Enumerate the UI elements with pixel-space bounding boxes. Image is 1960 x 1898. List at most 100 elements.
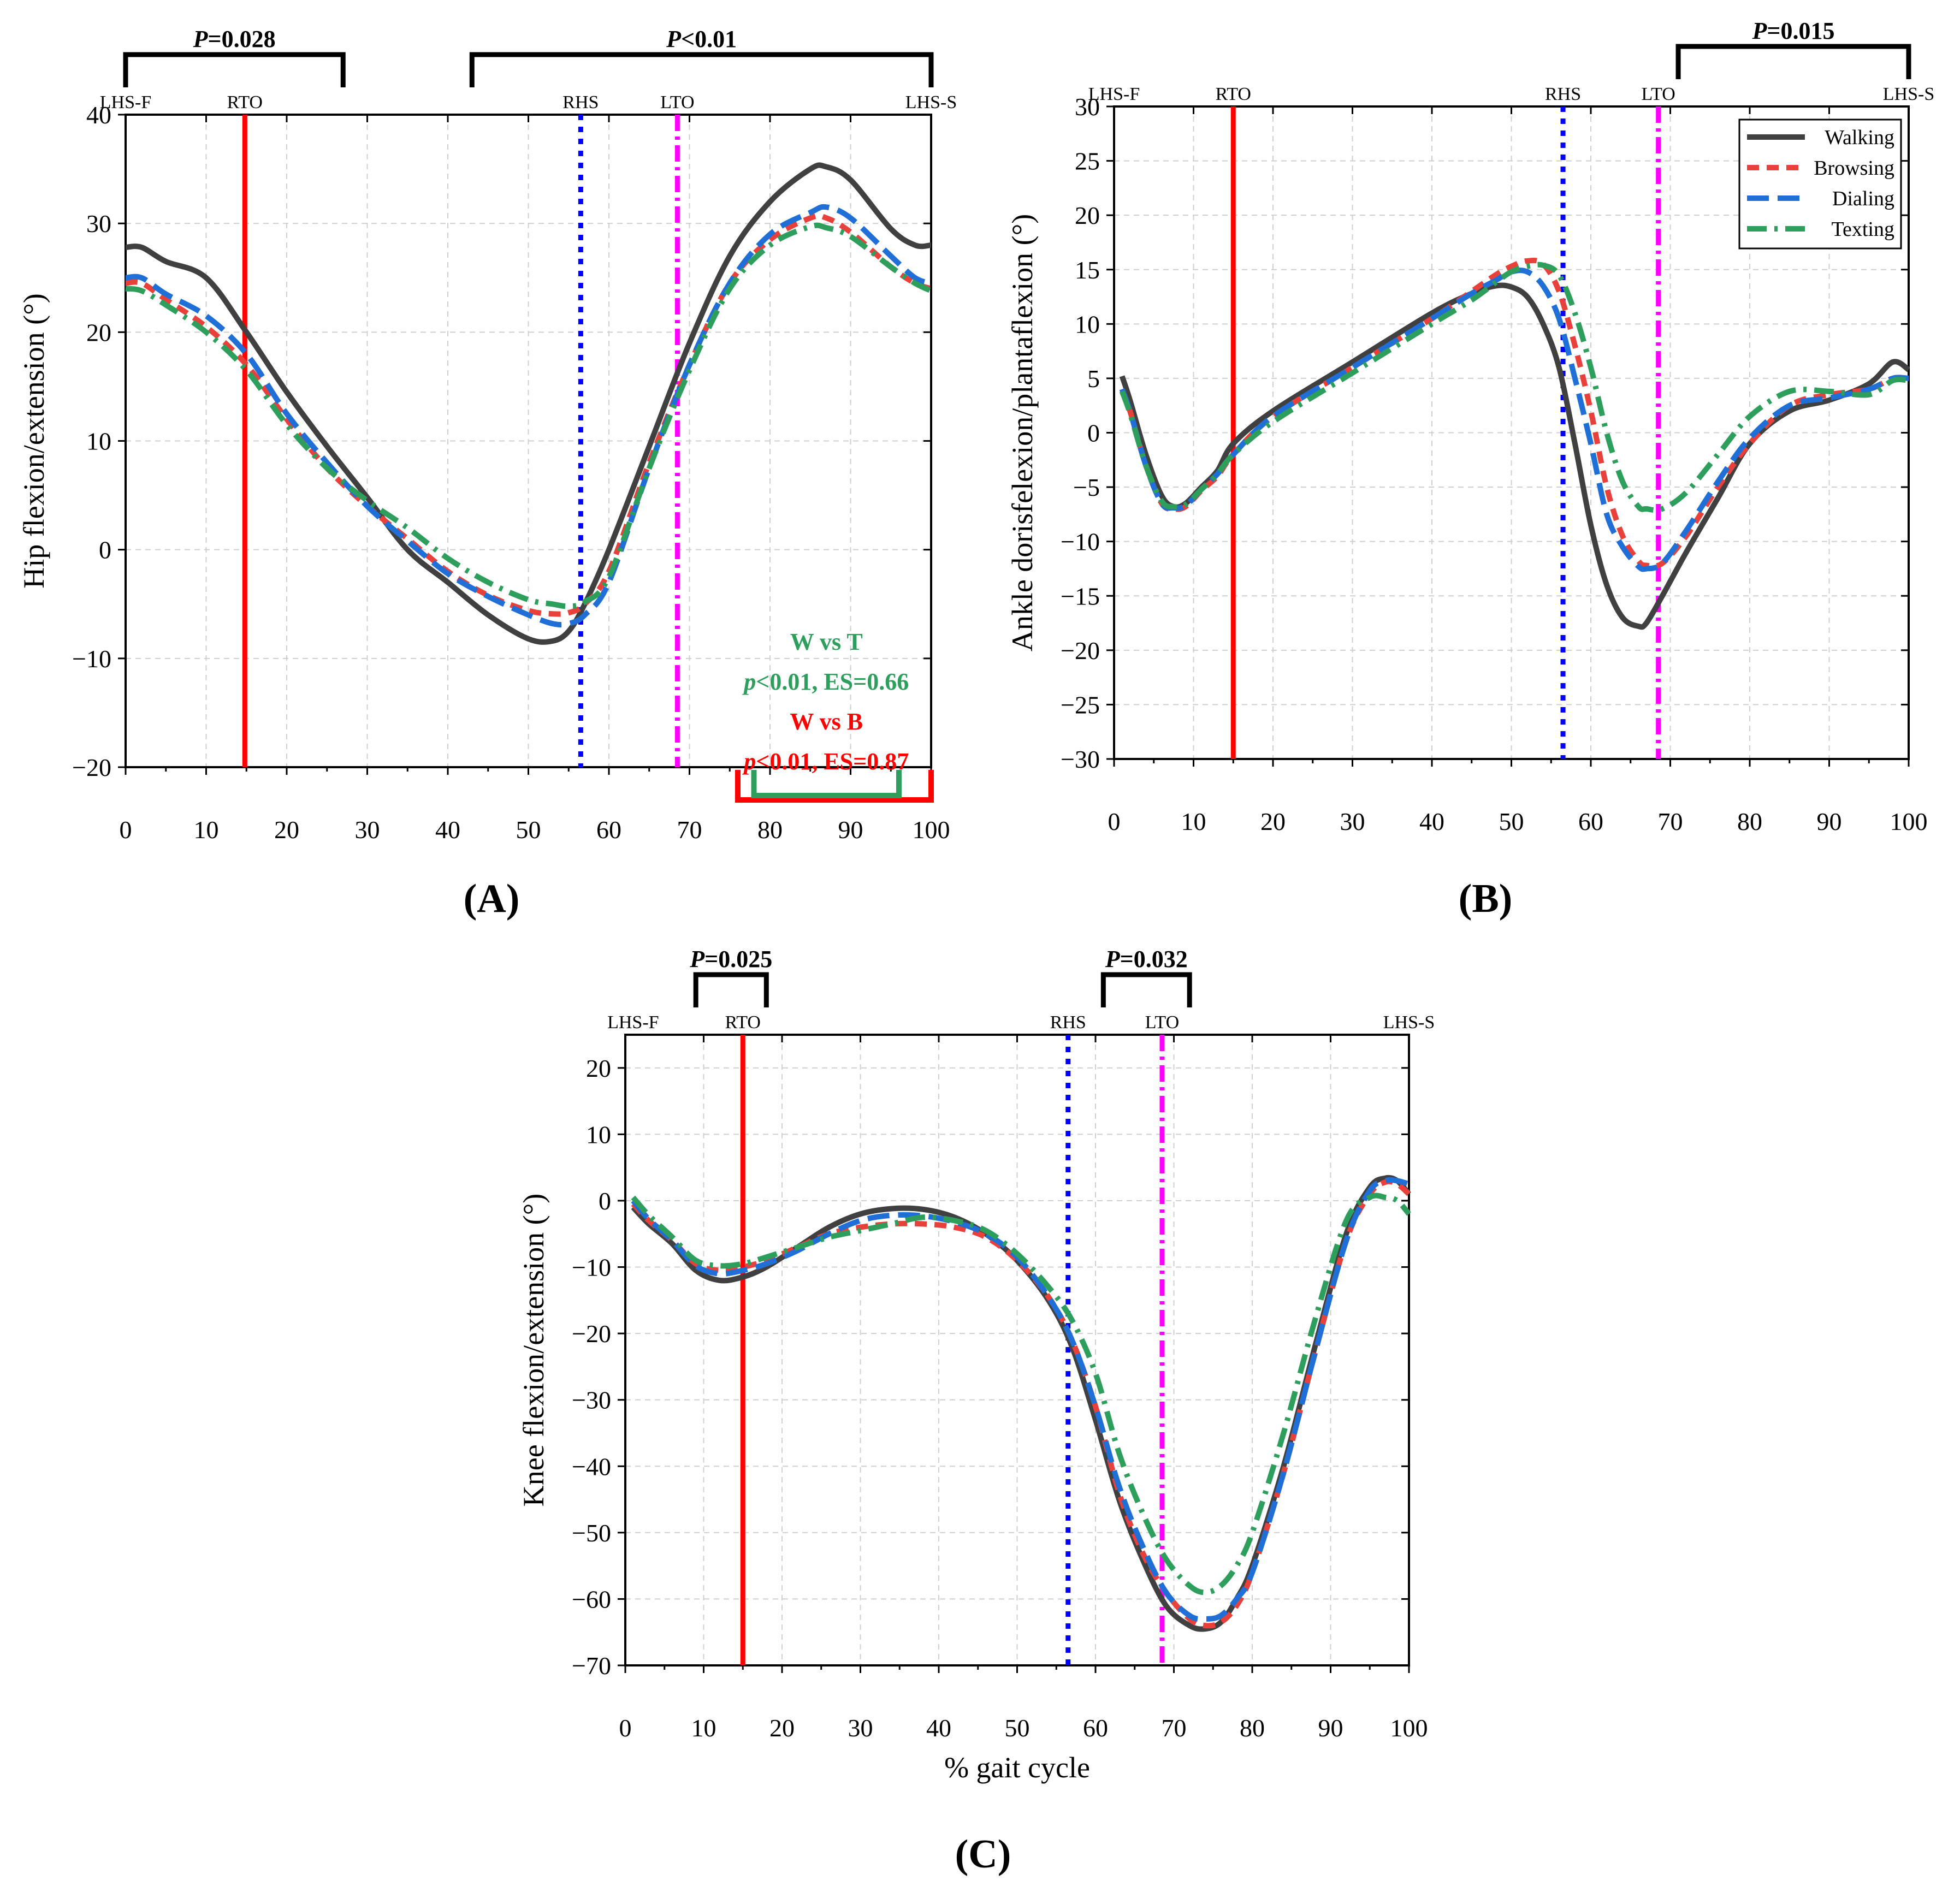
panel-c-sig-bracket-label-1: P=0.032 — [1105, 946, 1188, 972]
panel-a-event-label-lto: LTO — [660, 92, 694, 112]
panel-a-sig-bracket-0 — [123, 52, 346, 87]
panel-a-annotation-3: p<0.01, ES=0.87 — [742, 748, 909, 775]
panel-b-y-tick-label-7: 5 — [1087, 365, 1100, 393]
panel-b-event-label-lto: LTO — [1641, 84, 1675, 104]
panel-c-event-label-lto: LTO — [1145, 1012, 1179, 1033]
panel-b-legend-label-dialing: Dialing — [1832, 187, 1894, 210]
panel-c-y-tick-label-0: −70 — [572, 1652, 611, 1680]
panel-a-x-tick-label-1: 10 — [194, 816, 219, 844]
panel-a-x-tick-label-0: 0 — [120, 816, 132, 844]
panel-c-event-label-lhs-f: LHS-F — [607, 1012, 659, 1033]
panel-b-legend-label-browsing: Browsing — [1814, 157, 1894, 180]
panel-b-y-tick-label-12: 30 — [1075, 93, 1100, 121]
panel-c-y-tick-label-4: −30 — [572, 1386, 611, 1414]
panel-b-y-tick-label-0: −30 — [1061, 745, 1100, 773]
panel-b-x-tick-label-2: 20 — [1260, 808, 1286, 835]
panel-c-event-label-rhs: RHS — [1050, 1012, 1086, 1033]
panel-a-annotation-2: W vs B — [790, 708, 863, 735]
panel-b-y-tick-label-2: −20 — [1061, 637, 1100, 665]
panel-c-y-tick-label-3: −40 — [572, 1452, 611, 1480]
panel-a-series-dialing — [125, 204, 932, 628]
panel-a-sig-bracket-label-0: P=0.028 — [193, 26, 276, 52]
panel-c-x-tick-label-7: 70 — [1162, 1714, 1187, 1742]
panel-a-y-axis-title: Hip flexion/extension (°) — [17, 293, 50, 588]
panel-a-x-tick-label-3: 30 — [355, 816, 380, 844]
panel-b-sig-bracket-0 — [1675, 44, 1911, 79]
panel-c-y-tick-label-7: 0 — [599, 1187, 611, 1215]
panel-c-sig-bracket-0 — [693, 972, 769, 1007]
panel-b-x-tick-label-5: 50 — [1499, 808, 1524, 835]
panel-a-series-texting — [125, 222, 933, 609]
panel-c-x-tick-label-6: 60 — [1083, 1714, 1108, 1742]
panel-a-y-tick-label-6: 40 — [86, 101, 111, 129]
panel-c-label: (C) — [955, 1832, 1011, 1877]
panel-c-y-axis-title: Knee flexion/extension (°) — [517, 1194, 550, 1506]
panel-b-event-label-rhs: RHS — [1545, 84, 1581, 104]
panel-a-x-tick-label-5: 50 — [516, 816, 541, 844]
panel-b-y-tick-label-4: −10 — [1061, 528, 1100, 556]
panel-c-x-tick-label-2: 20 — [769, 1714, 795, 1742]
panel-c-sig-bracket-label-0: P=0.025 — [689, 946, 772, 972]
panel-b-x-tick-label-3: 30 — [1340, 808, 1365, 835]
panel-b-legend-label-texting: Texting — [1831, 218, 1894, 241]
panel-a-series-browsing — [125, 213, 932, 617]
panel-a-series-walking — [125, 162, 932, 645]
panel-b-y-tick-label-11: 25 — [1075, 147, 1100, 175]
panel-c-x-tick-label-4: 40 — [926, 1714, 951, 1742]
panel-c-x-tick-label-9: 90 — [1318, 1714, 1343, 1742]
panel-c-y-tick-label-9: 20 — [586, 1054, 611, 1082]
panel-b-legend-label-walking: Walking — [1825, 126, 1894, 149]
panel-b-y-tick-label-9: 15 — [1075, 256, 1100, 284]
panel-c-y-tick-label-2: −50 — [572, 1519, 611, 1547]
panel-b-series-texting — [1119, 262, 1909, 513]
panel-a-event-label-lhs-f: LHS-F — [100, 92, 151, 112]
panel-c-y-tick-label-8: 10 — [586, 1120, 611, 1148]
panel-c-x-tick-label-5: 50 — [1005, 1714, 1030, 1742]
panel-c-x-tick-label-0: 0 — [619, 1714, 632, 1742]
panel-a-x-tick-label-4: 40 — [435, 816, 460, 844]
panel-c-sig-bracket-1 — [1100, 972, 1192, 1007]
panel-b-label: (B) — [1459, 876, 1513, 921]
panel-c-series-texting — [631, 1193, 1411, 1595]
panel-a-x-tick-label-9: 90 — [838, 816, 863, 844]
panel-a-sig-bracket-label-1: P<0.01 — [666, 26, 737, 52]
panel-b-x-tick-label-7: 70 — [1658, 808, 1683, 835]
panel-c-y-tick-label-1: −60 — [572, 1585, 611, 1613]
panel-a-bottom-bracket-1 — [751, 770, 902, 798]
panel-a-sig-bracket-1 — [469, 52, 934, 87]
panel-a-event-label-lhs-s: LHS-S — [905, 92, 957, 112]
panel-a-y-tick-label-0: −20 — [72, 754, 111, 781]
panel-a-y-tick-label-1: −10 — [72, 645, 111, 673]
panel-b-x-tick-label-8: 80 — [1737, 808, 1762, 835]
panel-a-x-tick-label-8: 80 — [757, 816, 783, 844]
panel-c-y-tick-label-5: −20 — [572, 1320, 611, 1348]
panel-b-sig-bracket-label-0: P=0.015 — [1752, 17, 1835, 44]
panel-b-x-tick-label-9: 90 — [1817, 808, 1842, 835]
panel-a-annotation-0: W vs T — [790, 628, 863, 655]
panel-b-x-tick-label-0: 0 — [1108, 808, 1121, 835]
panel-c-event-label-rto: RTO — [725, 1012, 761, 1033]
panel-a-x-tick-label-7: 70 — [677, 816, 702, 844]
panel-c-x-tick-label-1: 10 — [691, 1714, 717, 1742]
panel-c-x-tick-label-3: 30 — [848, 1714, 873, 1742]
panel-b-x-tick-label-10: 100 — [1890, 808, 1928, 835]
panel-a-y-tick-label-2: 0 — [99, 536, 111, 564]
panel-b-x-tick-label-1: 10 — [1181, 808, 1206, 835]
panel-b-y-tick-label-5: −5 — [1073, 473, 1100, 501]
panel-a-x-tick-label-10: 100 — [913, 816, 950, 844]
panel-b-x-tick-label-4: 40 — [1419, 808, 1444, 835]
panel-b-y-tick-label-3: −15 — [1061, 582, 1100, 610]
panel-a-label: (A) — [464, 876, 520, 921]
panel-c-y-tick-label-6: −10 — [572, 1254, 611, 1282]
panel-c-x-tick-label-8: 80 — [1240, 1714, 1265, 1742]
panel-b-event-label-lhs-f: LHS-F — [1088, 84, 1140, 104]
panel-b-y-tick-label-8: 10 — [1075, 310, 1100, 338]
panel-b-y-tick-label-10: 20 — [1075, 201, 1100, 229]
panel-a-y-tick-label-3: 10 — [86, 428, 111, 455]
panel-a-x-tick-label-6: 60 — [596, 816, 621, 844]
panel-a-annotation-1: p<0.01, ES=0.66 — [742, 668, 909, 695]
panel-a-event-label-rhs: RHS — [562, 92, 599, 112]
panel-a-y-tick-label-4: 20 — [86, 318, 111, 346]
panel-a-x-tick-label-2: 20 — [274, 816, 299, 844]
